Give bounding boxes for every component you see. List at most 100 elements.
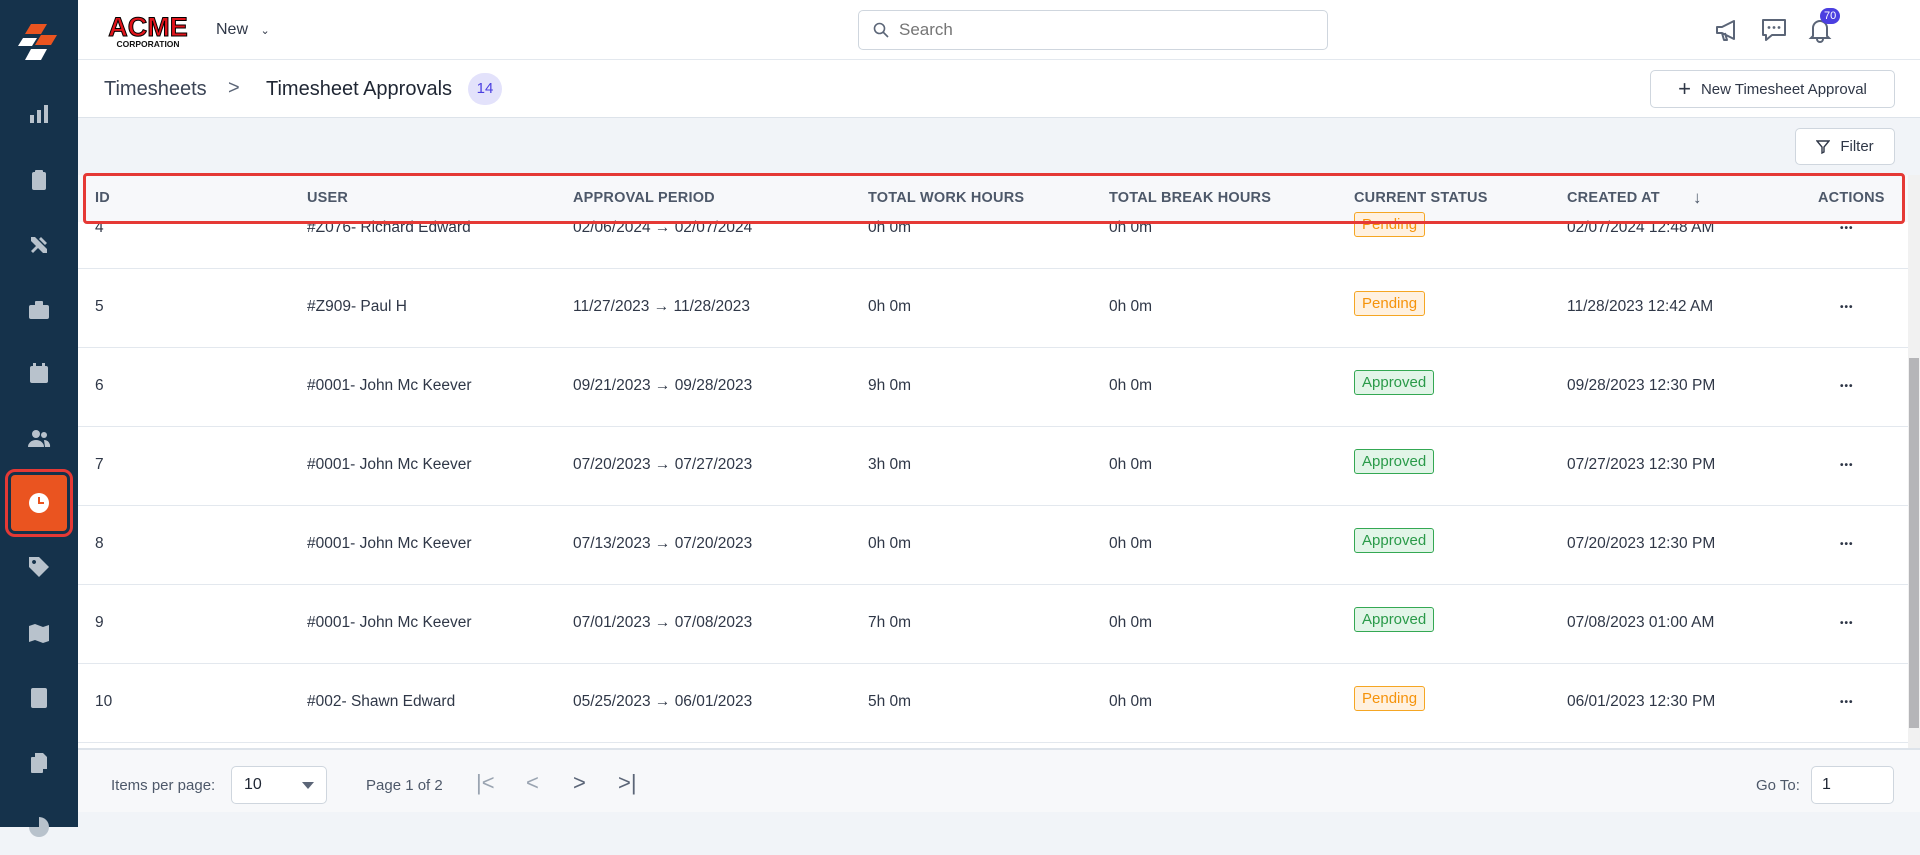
more-actions-icon[interactable]: ••• xyxy=(1840,697,1854,708)
more-actions-icon[interactable]: ••• xyxy=(1840,223,1854,234)
sidebar-item-timesheets[interactable] xyxy=(5,469,73,537)
chevron-right-icon: > xyxy=(228,77,240,99)
table-row[interactable]: 10 #002- Shawn Edward 05/25/2023 → 06/01/2… xyxy=(78,664,1908,743)
cell-break: 0h 0m xyxy=(1109,456,1153,473)
sidebar-item-calendar[interactable] xyxy=(11,345,67,401)
sidebar-item-clipboard[interactable] xyxy=(11,152,67,208)
cell-period: 11/27/2023 → 11/28/2023 xyxy=(573,298,750,315)
caret-down-icon xyxy=(302,782,314,795)
sidebar-item-users[interactable] xyxy=(11,410,67,466)
table-row[interactable]: 6 #0001- John Mc Keever 09/21/2023 → 09/28… xyxy=(78,348,1908,427)
cell-period: 07/13/2023 → 07/20/2023 xyxy=(573,535,753,552)
sidebar-item-reports[interactable] xyxy=(11,799,67,855)
breadcrumb: Timesheets > Timesheet Approvals 14 + New… xyxy=(78,60,1920,118)
cell-work: 0h 0m xyxy=(868,298,912,315)
more-actions-icon[interactable]: ••• xyxy=(1840,302,1854,313)
filter-label: Filter xyxy=(1840,138,1874,155)
sidebar-item-briefcase[interactable] xyxy=(11,282,67,338)
cell-break: 0h 0m xyxy=(1109,377,1153,394)
last-page-icon[interactable]: >| xyxy=(618,770,637,795)
cell-user: #0001- John Mc Keever xyxy=(307,535,472,552)
cell-user: #0001- John Mc Keever xyxy=(307,456,472,473)
table-row[interactable]: 4 #Z076- Richard Edward 02/06/2024 → 02/07… xyxy=(78,190,1908,269)
search-input[interactable] xyxy=(899,20,1299,40)
goto-label: Go To: xyxy=(1756,777,1800,794)
cell-period: 05/25/2023 → 06/01/2023 xyxy=(573,693,753,710)
sidebar-item-analytics[interactable] xyxy=(11,86,67,142)
cell-work: 7h 0m xyxy=(868,614,912,631)
cell-user: #002- Shawn Edward xyxy=(307,693,456,710)
sidebar xyxy=(0,0,78,837)
status-badge: Approved xyxy=(1354,449,1435,474)
column-header-created[interactable]: CREATED AT xyxy=(1567,190,1660,206)
cell-id: 6 xyxy=(95,377,104,394)
plus-icon: + xyxy=(1678,76,1691,101)
column-header-work[interactable]: TOTAL WORK HOURS xyxy=(868,190,1025,206)
sidebar-item-map[interactable] xyxy=(11,605,67,661)
table-row[interactable]: 7 #0001- John Mc Keever 07/20/2023 → 07/27… xyxy=(78,427,1908,506)
cell-created: 11/28/2023 12:42 AM xyxy=(1567,298,1714,315)
table-row[interactable]: 9 #0001- John Mc Keever 07/01/2023 → 07/08… xyxy=(78,585,1908,664)
app-logo[interactable] xyxy=(17,22,61,66)
sidebar-item-calculator[interactable] xyxy=(11,670,67,726)
cell-work: 9h 0m xyxy=(868,377,912,394)
sidebar-item-tags[interactable] xyxy=(11,539,67,595)
cell-work: 3h 0m xyxy=(868,456,912,473)
new-timesheet-approval-button[interactable]: + New Timesheet Approval xyxy=(1650,70,1895,108)
timesheet-approvals-table: ID USER APPROVAL PERIOD TOTAL WORK HOURS TOT… xyxy=(78,175,1908,748)
items-per-page-value: 10 xyxy=(244,776,262,793)
more-actions-icon[interactable]: ••• xyxy=(1840,460,1854,471)
cell-id: 10 xyxy=(95,693,113,710)
column-header-id[interactable]: ID xyxy=(95,190,110,206)
filter-button[interactable]: Filter xyxy=(1795,128,1895,165)
more-actions-icon[interactable]: ••• xyxy=(1840,381,1854,392)
column-header-status[interactable]: CURRENT STATUS xyxy=(1354,190,1488,206)
scrollbar-thumb[interactable] xyxy=(1909,358,1919,728)
sidebar-item-tools[interactable] xyxy=(11,217,67,273)
column-header-user[interactable]: USER xyxy=(307,190,349,206)
cell-break: 0h 0m xyxy=(1109,219,1153,236)
sidebar-item-documents[interactable] xyxy=(11,735,67,791)
chevron-down-icon: ⌄ xyxy=(260,25,270,37)
column-header-break[interactable]: TOTAL BREAK HOURS xyxy=(1109,190,1272,206)
status-badge: Approved xyxy=(1354,370,1435,395)
clipboard-icon xyxy=(32,170,46,190)
cell-break: 0h 0m xyxy=(1109,693,1153,710)
first-page-icon[interactable]: |< xyxy=(476,770,495,795)
page-indicator: Page 1 of 2 xyxy=(366,777,443,794)
svg-text:ACME: ACME xyxy=(108,12,188,42)
column-header-actions[interactable]: ACTIONS xyxy=(1818,190,1885,206)
search-box[interactable] xyxy=(858,10,1328,50)
prev-page-icon[interactable]: < xyxy=(526,770,539,795)
cell-created: 06/01/2023 12:30 PM xyxy=(1567,693,1716,710)
table-header: ID USER APPROVAL PERIOD TOTAL WORK HOURS TOT… xyxy=(78,175,1908,222)
sort-desc-icon[interactable]: ↓ xyxy=(1693,188,1702,207)
cell-id: 5 xyxy=(95,298,104,315)
new-dropdown[interactable]: New ⌄ xyxy=(216,21,270,39)
new-label: New xyxy=(216,21,249,38)
more-actions-icon[interactable]: ••• xyxy=(1840,539,1854,550)
status-badge: Pending xyxy=(1354,686,1426,711)
cell-created: 02/07/2024 12:48 AM xyxy=(1567,219,1715,236)
next-page-icon[interactable]: > xyxy=(573,770,586,795)
documents-icon xyxy=(31,753,47,773)
calculator-icon xyxy=(31,688,47,708)
items-per-page-select[interactable]: 10 xyxy=(231,766,327,804)
table-row[interactable]: 8 #0001- John Mc Keever 07/13/2023 → 07/20… xyxy=(78,506,1908,585)
megaphone-icon[interactable] xyxy=(1713,16,1741,44)
goto-page-input[interactable] xyxy=(1811,766,1894,804)
cell-created: 09/28/2023 12:30 PM xyxy=(1567,377,1716,394)
count-badge: 14 xyxy=(468,73,502,105)
cell-user: #0001- John Mc Keever xyxy=(307,614,472,631)
timesheets-icon xyxy=(29,493,49,513)
cell-break: 0h 0m xyxy=(1109,535,1153,552)
table-row[interactable]: 5 #Z909- Paul H 11/27/2023 → 11/28/2023 0h … xyxy=(78,269,1908,348)
column-header-period[interactable]: APPROVAL PERIOD xyxy=(573,190,715,206)
breadcrumb-timesheets[interactable]: Timesheets xyxy=(104,78,207,100)
more-actions-icon[interactable]: ••• xyxy=(1840,618,1854,629)
analytics-icon xyxy=(30,105,48,123)
cell-period: 02/06/2024 → 02/07/2024 xyxy=(573,219,753,236)
chat-icon[interactable] xyxy=(1760,16,1788,44)
cell-work: 5h 0m xyxy=(868,693,912,710)
